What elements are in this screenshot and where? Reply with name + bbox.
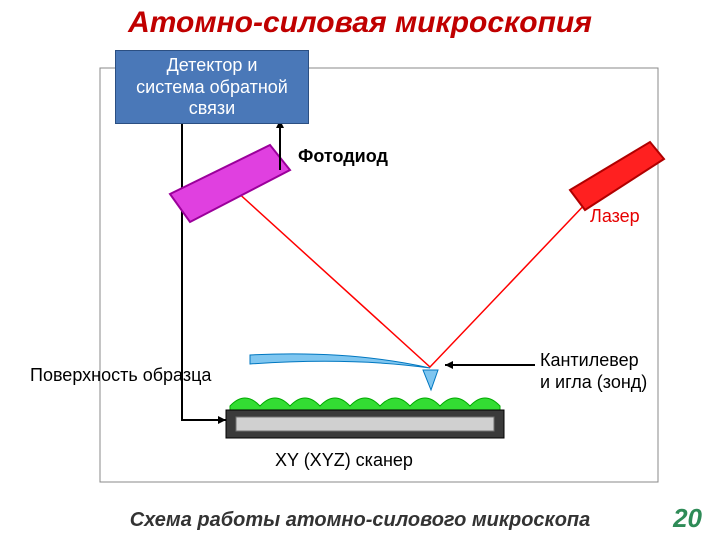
laser-label: Лазер (590, 206, 640, 227)
detector-box-line: связи (122, 98, 302, 120)
laser-beam (235, 178, 610, 367)
detector-box-line: система обратной (122, 77, 302, 99)
sample-surface (230, 398, 500, 410)
afm-diagram: Детектор исистема обратнойсвязи Фотодиод… (50, 50, 670, 490)
probe-tip (423, 370, 438, 390)
caption: Схема работы атомно-силового микроскопа (0, 509, 720, 532)
cantilever-label-2: и игла (зонд) (540, 372, 647, 393)
surface-label: Поверхность образца (30, 365, 211, 386)
scanner-inner (236, 417, 494, 431)
cantilever-label-1: Кантилевер (540, 350, 639, 371)
photodiode-label: Фотодиод (298, 146, 388, 167)
page-number: 20 (673, 503, 702, 534)
detector-box: Детектор исистема обратнойсвязи (115, 50, 309, 124)
laser-shape (570, 142, 664, 210)
photodiode-shape (170, 145, 290, 222)
scanner-label: XY (XYZ) сканер (275, 450, 413, 471)
page-title: Атомно-силовая микроскопия (0, 6, 720, 40)
cantilever-shape (250, 354, 430, 368)
detector-box-line: Детектор и (122, 55, 302, 77)
